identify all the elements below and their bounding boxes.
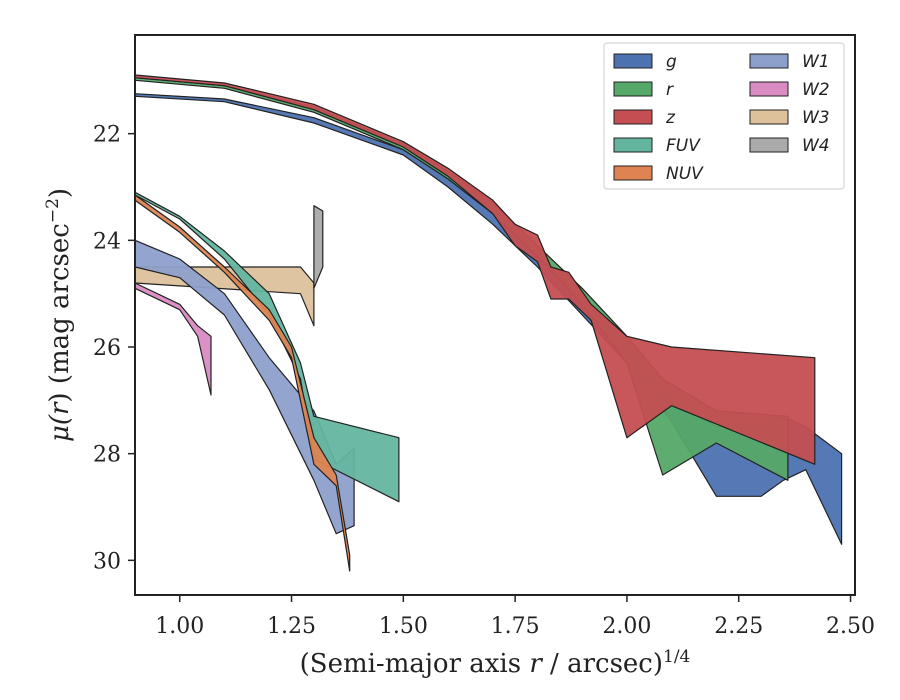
- x-tick-label: 1.25: [267, 614, 316, 639]
- band-fuv: [135, 191, 400, 503]
- y-tick-label: 28: [93, 443, 121, 468]
- legend-label-w3: W3: [802, 108, 830, 128]
- y-axis-ticks: 22 24 26 28 30: [93, 123, 135, 574]
- band-w4: [313, 205, 324, 289]
- band-w1: [135, 239, 355, 535]
- plot-areas: [135, 74, 843, 572]
- legend-swatch-nuv: [613, 165, 653, 181]
- band-w3: [135, 266, 315, 327]
- x-tick-label: 2.25: [714, 614, 763, 639]
- x-tick-label: 2.00: [602, 614, 651, 639]
- x-tick-label: 1.75: [491, 614, 540, 639]
- legend-label-w1: W1: [802, 52, 830, 72]
- legend-label-fuv: FUV: [666, 136, 701, 156]
- legend-swatch-w3: [749, 109, 789, 125]
- band-z: [135, 74, 816, 465]
- band-nuv: [135, 194, 351, 572]
- band-w2: [135, 282, 212, 396]
- legend-swatch-fuv: [613, 137, 653, 153]
- y-tick-label: 24: [93, 229, 121, 254]
- legend-label-w4: W4: [802, 136, 830, 156]
- legend-swatch-r: [613, 81, 653, 97]
- legend-swatch-w1: [749, 53, 789, 69]
- legend-swatch-w4: [749, 137, 789, 153]
- x-tick-label: 2.50: [826, 614, 875, 639]
- legend-label-r: r: [666, 80, 674, 100]
- plot-frame: [134, 34, 856, 596]
- legend-swatch-w2: [749, 81, 789, 97]
- y-tick-label: 26: [93, 336, 121, 361]
- y-axis-label: μ(r) (mag arcsec−2): [43, 188, 75, 442]
- legend: grz FUV NUV W1 W2 W3 W4: [603, 42, 845, 190]
- legend-label-g: g: [666, 52, 677, 72]
- y-tick-label: 22: [93, 123, 121, 148]
- legend-swatch-g: [613, 53, 653, 69]
- legend-label-z: z: [665, 108, 676, 128]
- x-axis-ticks: 1.00 1.25 1.50 1.75 2.00 2.25 2.50: [155, 595, 875, 639]
- legend-swatch-z: [613, 109, 653, 125]
- x-axis-label: (Semi-major axis r / arcsec)1/4: [300, 647, 691, 679]
- x-tick-label: 1.50: [379, 614, 428, 639]
- legend-label-w2: W2: [802, 80, 830, 100]
- y-tick-label: 30: [93, 549, 121, 574]
- x-tick-label: 1.00: [155, 614, 204, 639]
- legend-label-nuv: NUV: [666, 164, 704, 184]
